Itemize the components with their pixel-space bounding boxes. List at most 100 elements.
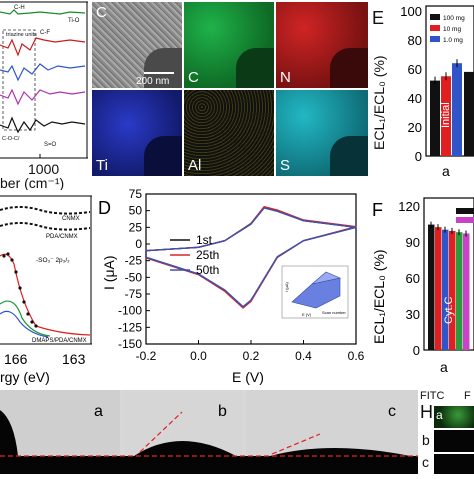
legend-25th: 25th	[196, 248, 219, 262]
cv-ytick: 25	[129, 220, 143, 234]
panel-f-ylabel: ECL₁/ECL₀ (%)	[371, 249, 387, 344]
cv-ytick: -75	[125, 287, 143, 301]
f-ytick: 0	[413, 343, 420, 358]
map-aluminum: Al	[184, 90, 274, 176]
h-row-b: b	[422, 432, 430, 448]
h-row-a: a	[436, 408, 443, 422]
ftir-trace-blue	[0, 63, 86, 82]
e-ytick: 80	[408, 33, 422, 48]
map-nitrogen-label: N	[280, 69, 291, 86]
f-bar	[449, 230, 456, 350]
xps-pda-trace	[0, 222, 91, 231]
droplet-c	[270, 448, 410, 456]
cv-inset-3d: I (μA) E (V) Scan number	[281, 265, 349, 319]
panel-c-letter: C	[96, 4, 107, 21]
ftir-tio-label: Ti-O	[68, 18, 80, 24]
g-label-c: c	[388, 403, 396, 420]
panel-f-xtick: a	[440, 359, 448, 375]
cv-ytick: 50	[129, 204, 143, 218]
legend-50th: 50th	[196, 263, 219, 277]
f-bar	[435, 227, 442, 350]
e-bar	[430, 80, 440, 156]
map-titanium-label: Ti	[96, 157, 108, 174]
inset-zlabel: Scan number	[322, 310, 346, 315]
cv-xtick: 0.4	[295, 349, 312, 363]
xps-xtick-163: 163	[62, 351, 86, 367]
xps-fit-green	[0, 300, 51, 337]
panel-e-legend: 100 mg 10 mg 1.0 mg	[430, 14, 465, 44]
legend-1st: 1st	[196, 233, 213, 247]
ftir-trace-magenta	[0, 88, 86, 106]
xps-xlabel: rgy (eV)	[0, 369, 50, 385]
droplet-b	[134, 441, 236, 456]
xps-fit-blue	[0, 310, 49, 338]
panel-d-legend: 1st 25th 50th	[170, 233, 219, 277]
panel-f-yticks: 120 90 60 30 0	[398, 199, 420, 358]
xps-pda-label: PDA/CNMX	[46, 234, 78, 240]
ftir-xtick: 1000	[28, 161, 59, 177]
fluor-image-b	[434, 430, 474, 452]
ftir-coc-label: C-O-C/	[2, 136, 20, 142]
f-ytick: 120	[398, 199, 420, 214]
droplet-a	[0, 410, 18, 456]
cv-ytick: -100	[118, 304, 142, 318]
panel-a-ftir: C-H Ti-O triazine units C-F C-O-C/ S=O 1…	[0, 0, 88, 190]
inset-xlabel: E (V)	[302, 312, 312, 317]
contact-angle-drawings: a b c	[0, 390, 418, 474]
f-ytick: 90	[406, 235, 420, 250]
g-label-a: a	[94, 403, 103, 420]
panel-d-letter: D	[98, 198, 111, 218]
xps-data-points	[2, 252, 38, 328]
e-ytick: 40	[408, 91, 422, 106]
e-legend-100: 100 mg	[443, 15, 465, 22]
xps-fit-red	[0, 253, 91, 336]
map-nitrogen: N	[276, 2, 368, 88]
panel-e-ylabel: ECL₁/ECL₀ (%)	[371, 55, 387, 150]
e-legend-1: 1.0 mg	[443, 37, 463, 44]
cv-ytick: -125	[118, 320, 142, 334]
panel-e-xtick: a	[442, 163, 450, 179]
panel-c-eds-maps: C 200 nm C N Ti Al S	[92, 2, 368, 176]
panel-e-yticks: 100 80 60 40 20 0	[400, 4, 422, 164]
ftir-triazine-label: triazine units	[6, 32, 37, 38]
fluor-image-c	[434, 454, 474, 474]
e-bar	[452, 63, 462, 157]
map-titanium: Ti	[92, 90, 182, 176]
cv-xtick: 0.0	[190, 349, 207, 363]
panel-f-bar-chart: F ECL₁/ECL₀ (%) 120 90 60 30 0 Cyt.C a	[371, 197, 474, 375]
h-row-c: c	[422, 454, 429, 470]
ftir-cf-label: C-F	[40, 30, 50, 36]
panel-e-bar-chart: E ECL₁/ECL₀ (%) 100 80 60 40 20 0 100 mg…	[371, 4, 474, 179]
e-ytick: 60	[408, 62, 422, 77]
panel-d-xlabel: E (V)	[232, 369, 264, 385]
xps-cnmx-trace	[0, 206, 91, 215]
panel-b-xps: CNMX PDA/CNMX -SO₃⁻ 2p₃/₂ DMAPS/PDA/CNMX…	[0, 195, 92, 385]
cv-xtick: 0.2	[243, 349, 260, 363]
panel-h-fluorescence: FITC F H a b c	[418, 390, 474, 474]
f-bar	[456, 232, 463, 350]
panel-d-ylabel: I (μA)	[101, 255, 117, 290]
cv-xtick: 0.6	[348, 349, 365, 363]
cv-xtick: -0.2	[136, 349, 157, 363]
xps-cnmx-label: CNMX	[62, 216, 80, 222]
ftir-xlabel: ber (cm⁻¹)	[0, 175, 64, 190]
xps-so3-label: -SO₃⁻ 2p₃/₂	[36, 257, 70, 264]
cv-ytick: 0	[135, 237, 142, 251]
fitc-label: FITC	[420, 390, 445, 402]
f-bar	[428, 224, 435, 350]
e-ytick: 100	[400, 4, 422, 19]
scale-bar	[144, 72, 174, 74]
panel-e-bar-text: Initial	[440, 102, 452, 128]
panel-h-letter: H	[420, 402, 433, 422]
e-legend-10: 10 mg	[443, 26, 461, 33]
f-bar	[463, 233, 470, 350]
e-bar	[441, 76, 451, 156]
ftir-trace-black	[0, 116, 86, 134]
cv-ytick: -25	[125, 254, 143, 268]
panel-f-legend-swatches	[456, 208, 474, 223]
f-label: F	[464, 390, 471, 402]
e-ytick: 20	[408, 120, 422, 135]
map-carbon: C	[184, 2, 274, 88]
ftir-so-label: S=O	[44, 142, 57, 148]
map-carbon-label: C	[188, 69, 199, 86]
